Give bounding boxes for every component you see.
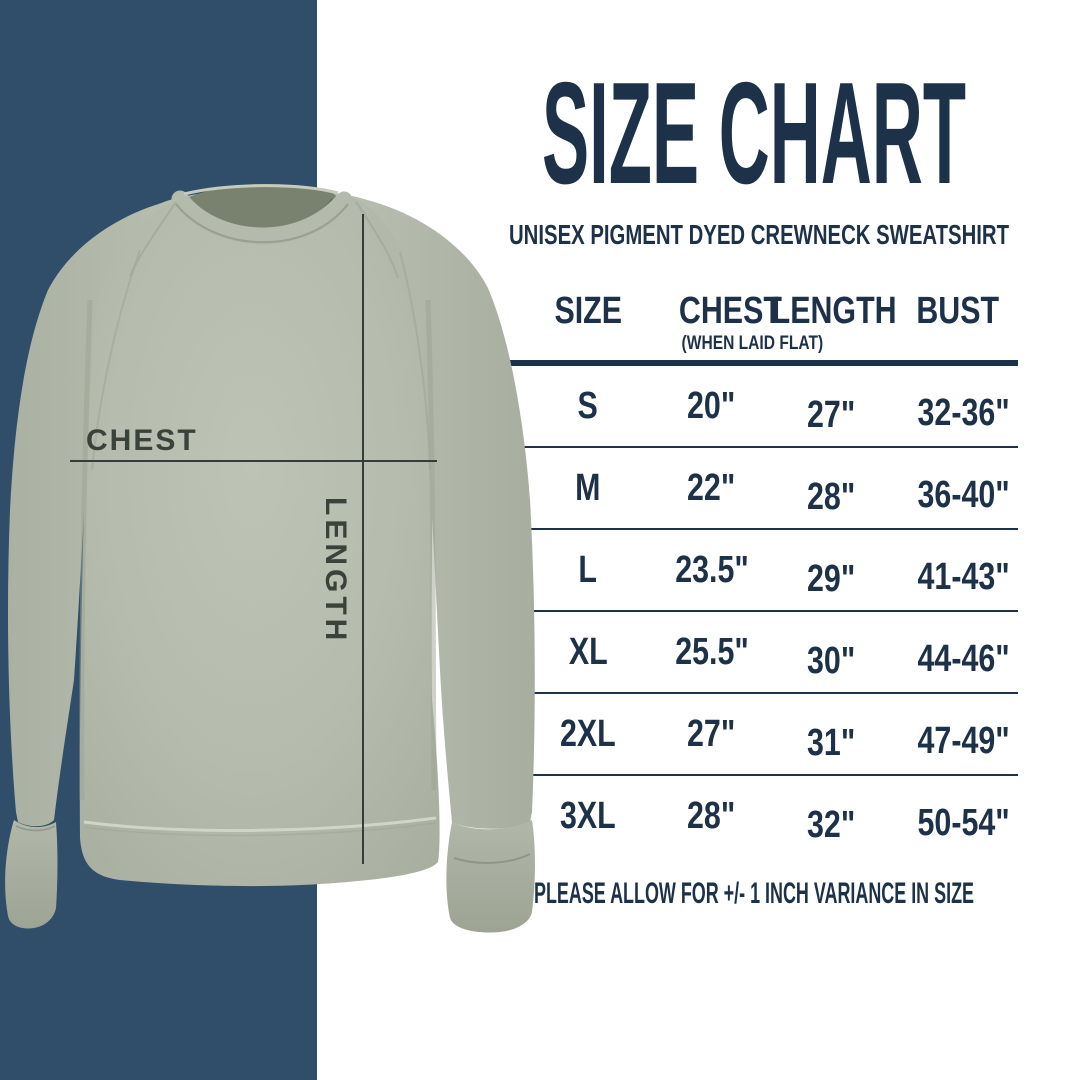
- table-header-rule: [510, 360, 1018, 366]
- chest-cell: 22": [686, 467, 736, 509]
- size-table: SIZE CHEST LENGTH BUST (WHEN LAID FLAT) …: [510, 262, 1018, 856]
- length-cell: 27": [806, 394, 856, 436]
- bust-cell: 41-43": [917, 556, 1010, 598]
- bust-cell: 36-40": [917, 474, 1010, 516]
- size-table-body: S 20" 27" 32-36" M 22" 28" 36-40" L 23.5…: [510, 366, 1018, 856]
- chest-cell: 28": [686, 795, 736, 837]
- length-cell: 28": [806, 476, 856, 518]
- chest-subheader: (WHEN LAID FLAT): [681, 333, 824, 354]
- chest-subheader-row: (WHEN LAID FLAT): [510, 330, 1018, 353]
- column-header-chest: CHEST: [678, 290, 782, 332]
- size-cell: 2XL: [560, 713, 616, 755]
- length-cell: 31": [806, 722, 856, 764]
- variance-note: PLEASE ALLOW FOR +/- 1 INCH VARIANCE IN …: [534, 877, 974, 910]
- subtitle: UNISEX PIGMENT DYED CREWNECK SWEATSHIRT: [510, 219, 1009, 250]
- size-cell: S: [577, 385, 599, 427]
- length-cell: 29": [806, 558, 856, 600]
- column-header-size: SIZE: [554, 290, 622, 332]
- page-title: SIZE CHART: [542, 66, 966, 196]
- chest-measure-line: [70, 460, 437, 462]
- column-header-bust: BUST: [916, 290, 1000, 332]
- bust-cell: 50-54": [917, 802, 1010, 844]
- table-row: XL 25.5" 30" 44-46": [510, 612, 1018, 694]
- navy-accent-panel: [0, 0, 317, 1080]
- column-header-length: LENGTH: [771, 290, 897, 332]
- size-cell: M: [575, 467, 601, 509]
- chest-label: CHEST: [86, 424, 198, 457]
- chest-cell: 20": [686, 385, 736, 427]
- page-title-block: SIZE CHART: [510, 66, 1018, 196]
- table-row: L 23.5" 29" 41-43": [510, 530, 1018, 612]
- size-cell: L: [578, 549, 598, 591]
- chest-cell: 25.5": [675, 631, 749, 673]
- table-row: M 22" 28" 36-40": [510, 448, 1018, 530]
- table-row: 2XL 27" 31" 47-49": [510, 694, 1018, 776]
- length-cell: 30": [806, 640, 856, 682]
- chest-cell: 23.5": [675, 549, 749, 591]
- table-row: 3XL 28" 32" 50-54": [510, 776, 1018, 856]
- right-sleeve: [350, 196, 535, 829]
- length-label: LENGTH: [319, 497, 352, 645]
- table-row: S 20" 27" 32-36": [510, 366, 1018, 448]
- size-cell: 3XL: [560, 795, 616, 837]
- length-cell: 32": [806, 804, 856, 846]
- length-measure-line: [362, 214, 364, 864]
- bust-cell: 32-36": [917, 392, 1010, 434]
- subtitle-block: UNISEX PIGMENT DYED CREWNECK SWEATSHIRT: [510, 208, 1018, 252]
- variance-note-block: PLEASE ALLOW FOR +/- 1 INCH VARIANCE IN …: [510, 870, 1018, 914]
- size-cell: XL: [568, 631, 608, 673]
- size-table-header: SIZE CHEST LENGTH BUST: [510, 262, 1018, 330]
- bust-cell: 47-49": [917, 720, 1010, 762]
- bust-cell: 44-46": [917, 638, 1010, 680]
- chest-cell: 27": [686, 713, 736, 755]
